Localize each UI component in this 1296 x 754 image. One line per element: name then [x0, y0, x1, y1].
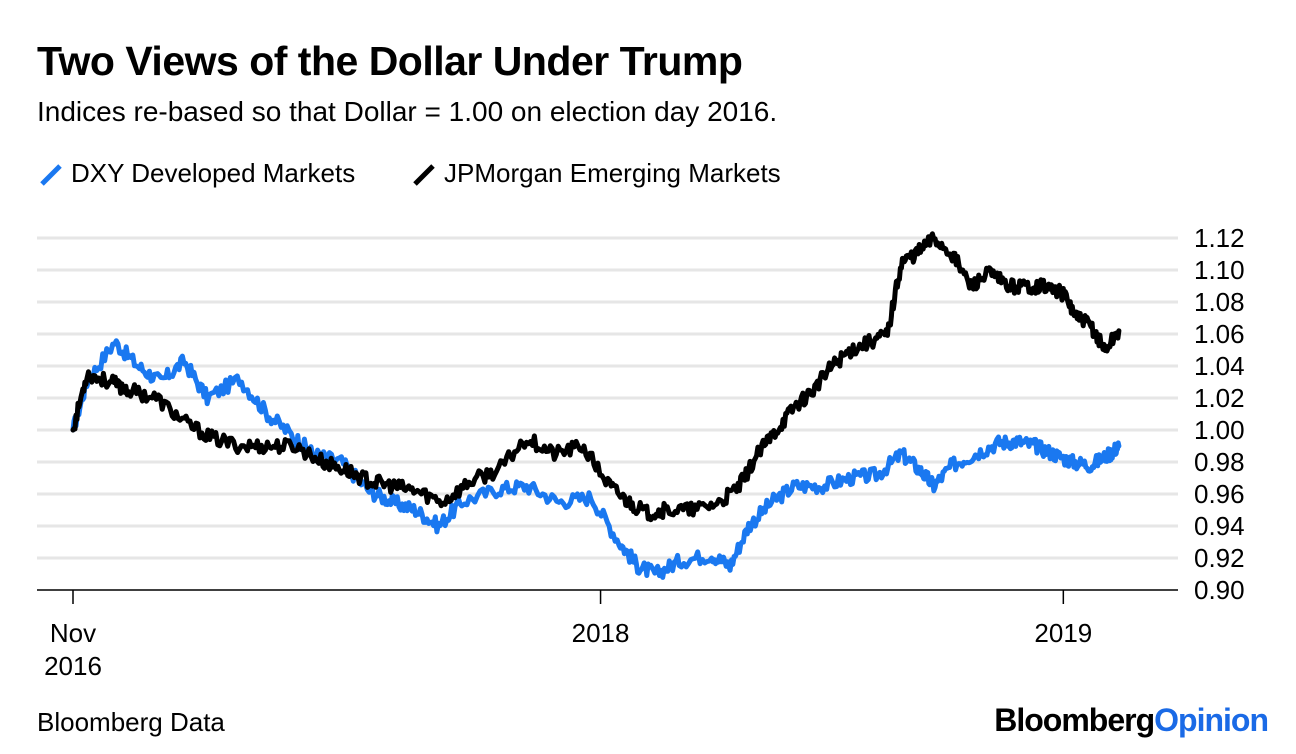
legend-swatch-jpm-icon [413, 164, 435, 186]
x-tick-label-year: 2016 [44, 651, 102, 681]
y-tick-label: 1.10 [1194, 255, 1245, 285]
chart-title: Two Views of the Dollar Under Trump [37, 38, 743, 84]
gridlines [37, 236, 1178, 591]
y-tick-label: 1.02 [1194, 383, 1245, 413]
x-tick-label: Nov [50, 618, 96, 648]
y-tick-label: 1.04 [1194, 351, 1245, 381]
legend-swatch-dxy-icon [40, 164, 62, 186]
y-tick-label: 0.90 [1194, 575, 1245, 605]
y-tick-label: 0.96 [1194, 479, 1245, 509]
y-tick-label: 1.12 [1194, 223, 1245, 253]
y-tick-label: 1.08 [1194, 287, 1245, 317]
brand-part2: Opinion [1154, 702, 1269, 738]
brand-logo: BloombergOpinion [994, 702, 1269, 739]
series-line-jpm [70, 231, 1122, 523]
y-axis-ticks: 1.121.101.081.061.041.021.000.980.960.94… [1194, 223, 1245, 605]
legend-label-dxy: DXY Developed Markets [71, 158, 356, 188]
chart-subtitle: Indices re-based so that Dollar = 1.00 o… [37, 96, 778, 127]
brand-part1: Bloomberg [994, 702, 1155, 738]
y-tick-label: 1.00 [1194, 415, 1245, 445]
x-tick-label: 2018 [572, 618, 630, 648]
series-line-dxy [70, 338, 1122, 580]
y-tick-label: 0.98 [1194, 447, 1245, 477]
legend-label-jpm: JPMorgan Emerging Markets [444, 158, 781, 188]
y-tick-label: 0.94 [1194, 511, 1245, 541]
x-tick-label: 2019 [1034, 618, 1092, 648]
y-tick-label: 1.06 [1194, 319, 1245, 349]
series-lines [70, 231, 1122, 580]
source-note: Bloomberg Data [37, 707, 225, 737]
y-tick-label: 0.92 [1194, 543, 1245, 573]
